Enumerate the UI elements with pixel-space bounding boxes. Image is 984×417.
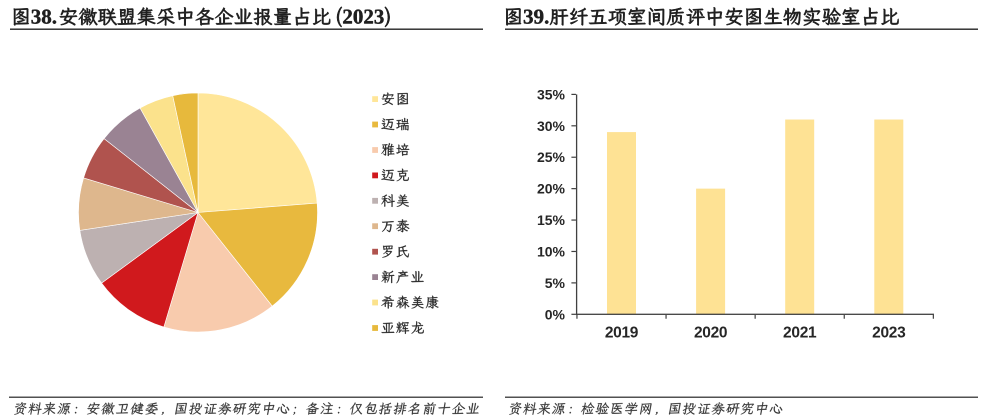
svg-text:30%: 30%: [537, 118, 566, 134]
svg-text:0%: 0%: [545, 306, 566, 322]
svg-text:2021: 2021: [783, 325, 817, 342]
svg-text:20%: 20%: [537, 181, 566, 197]
svg-text:2023: 2023: [872, 325, 906, 342]
svg-text:2019: 2019: [605, 325, 639, 342]
svg-text:25%: 25%: [537, 149, 566, 165]
svg-text:10%: 10%: [537, 244, 566, 260]
svg-text:15%: 15%: [537, 212, 566, 228]
svg-text:35%: 35%: [537, 86, 566, 102]
svg-text:2020: 2020: [694, 325, 727, 342]
svg-text:5%: 5%: [545, 275, 566, 291]
